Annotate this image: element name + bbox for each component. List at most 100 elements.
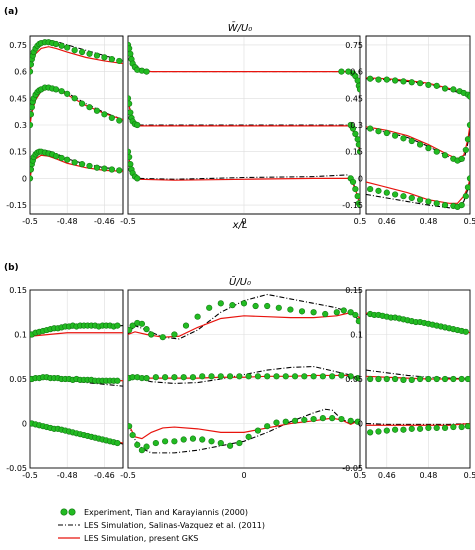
experiment-point <box>114 439 121 447</box>
experiment-point <box>152 374 159 381</box>
experiment-point <box>226 373 234 380</box>
y-tick-label: -0.15 <box>342 201 363 210</box>
experiment-point <box>400 135 407 142</box>
experiment-point <box>148 331 155 338</box>
experiment-point <box>194 313 201 320</box>
y-tick-label: 0.6 <box>14 68 27 77</box>
experiment-point <box>264 302 271 310</box>
y-tick-label: 0 <box>358 420 363 429</box>
experiment-point <box>208 373 215 380</box>
experiment-point <box>114 377 121 384</box>
experiment-point <box>254 427 262 434</box>
experiment-point <box>367 429 374 436</box>
experiment-point <box>101 165 108 172</box>
experiment-point <box>71 47 78 54</box>
y-tick-label: 0.05 <box>9 375 27 384</box>
experiment-point <box>310 373 317 380</box>
experiment-point <box>466 121 470 129</box>
experiment-point <box>245 433 252 440</box>
experiment-point <box>58 154 65 162</box>
experiment-point <box>240 300 248 307</box>
experiment-point <box>273 419 280 426</box>
y-tick-label: 0.1 <box>350 331 363 340</box>
x-tick-label: -0.48 <box>57 217 78 226</box>
experiment-point <box>408 425 415 432</box>
experiment-point <box>180 374 187 381</box>
y-tick-label: 0.15 <box>345 148 363 157</box>
experiment-point <box>143 443 150 450</box>
panel-a-tag: (a) <box>4 7 18 17</box>
experiment-point <box>354 418 360 425</box>
experiment-point <box>108 166 115 173</box>
experiment-point <box>252 302 259 310</box>
x-tick-label: 0.46 <box>378 471 396 480</box>
y-tick-label: 0.45 <box>345 94 363 103</box>
experiment-point <box>441 85 449 92</box>
experiment-point <box>464 184 470 191</box>
x-tick-label: 0.5 <box>464 217 475 226</box>
experiment-point <box>52 86 60 93</box>
experiment-point <box>128 326 133 334</box>
experiment-point <box>208 438 215 445</box>
experiment-point <box>159 334 166 341</box>
experiment-point <box>322 310 329 318</box>
experiment-point <box>392 375 399 383</box>
experiment-point <box>78 48 86 56</box>
experiment-point <box>329 415 336 422</box>
experiment-point <box>462 146 469 154</box>
experiment-point <box>86 162 93 170</box>
y-tick-label: 0.15 <box>9 286 27 295</box>
experiment-point <box>416 141 424 148</box>
experiment-point <box>392 132 399 139</box>
experiment-point <box>375 187 382 194</box>
experiment-point <box>352 311 359 319</box>
experiment-point <box>138 447 146 454</box>
experiment-point <box>462 193 469 200</box>
experiment-point <box>310 415 317 423</box>
y-tick-label: 0 <box>22 174 27 183</box>
experiment-point <box>416 375 424 383</box>
experiment-point <box>338 68 345 75</box>
experiment-point <box>301 416 308 424</box>
experiment-point <box>319 373 326 380</box>
legend-marker-experiment <box>68 508 76 516</box>
experiment-point <box>352 185 359 193</box>
y-tick-label: 0.05 <box>345 375 363 384</box>
experiment-point <box>347 373 354 380</box>
x-tick-label: -0.5 <box>22 471 38 480</box>
experiment-point <box>464 375 470 383</box>
experiment-point <box>254 373 262 380</box>
panel-b-tag: (b) <box>4 263 19 273</box>
experiment-point <box>71 159 78 166</box>
experiment-point <box>217 373 224 380</box>
experiment-point <box>217 300 224 307</box>
experiment-point <box>171 374 178 381</box>
experiment-point <box>416 425 424 432</box>
experiment-point <box>236 439 243 447</box>
experiment-point <box>458 423 465 431</box>
gks-line <box>128 417 360 440</box>
experiment-point <box>333 309 340 316</box>
experiment-point <box>464 136 470 143</box>
subplot-a-right: 0.46 0.48 0.5 -0.15 0 0.15 0.3 0.45 0.6 0.75 <box>342 35 475 226</box>
experiment-point <box>171 331 178 338</box>
experiment-point <box>162 374 169 381</box>
experiment-point <box>356 148 360 155</box>
plot-area <box>30 39 123 182</box>
experiment-point <box>462 328 469 335</box>
experiment-point <box>58 88 65 95</box>
y-tick-label: 0.45 <box>9 94 27 103</box>
legend-label-les-salinas: LES Simulation, Salinas-Vazquez et al. (… <box>84 521 265 530</box>
experiment-point <box>264 423 271 430</box>
experiment-point <box>301 373 308 380</box>
experiment-point <box>287 306 294 313</box>
gks-line <box>366 124 470 160</box>
experiment-point <box>458 155 465 162</box>
experiment-point <box>310 309 317 316</box>
experiment-point <box>171 438 178 445</box>
experiment-point <box>78 161 86 168</box>
experiment-point <box>355 141 360 148</box>
experiment-point <box>93 164 101 171</box>
experiment-point <box>52 153 60 160</box>
